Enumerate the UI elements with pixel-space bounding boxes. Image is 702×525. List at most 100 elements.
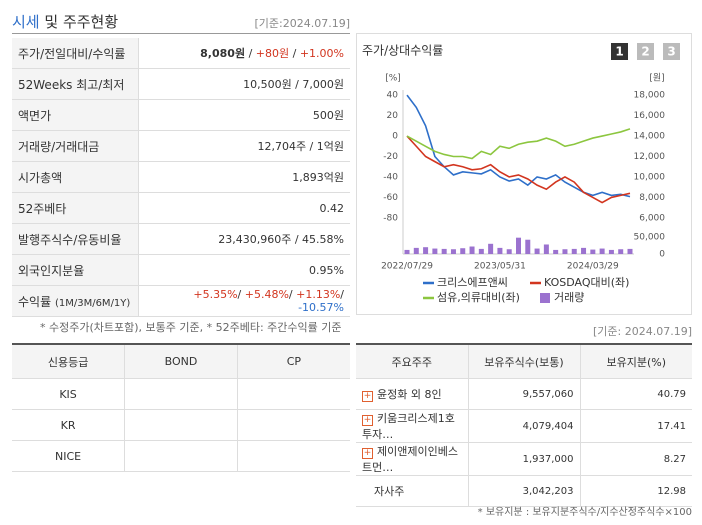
cell-text: 윤정화 외 8인 (377, 388, 442, 401)
chart-box (356, 33, 692, 315)
header-row: 주요주주 보유주식수(보통) 보유지분(%) (356, 343, 692, 379)
label-text: 외국인지분율 (18, 263, 85, 278)
holder-number: 1,937,000 (467, 442, 580, 476)
empty-cell (236, 378, 350, 410)
quote-row: 액면가 500원 (12, 99, 350, 131)
credit-row: KR (12, 409, 350, 441)
value-part: / (289, 47, 300, 60)
empty-cell (236, 440, 350, 472)
cell-text: 12.98 (657, 485, 686, 497)
value-part: +1.13% (296, 288, 341, 301)
value-part: 12,704주 / 1억원 (257, 140, 344, 153)
value-part: / (288, 288, 297, 301)
row-value: 23,430,960주 / 45.58% (138, 223, 350, 255)
value-part: / (245, 47, 256, 60)
expand-icon: + (362, 391, 373, 402)
value-part: 500원 (312, 109, 344, 122)
label-text: 52Weeks 최고/최저 (18, 77, 125, 92)
row-label: 액면가 (12, 99, 139, 131)
label-text: 주가/전일대비/수익률 (18, 46, 126, 61)
quote-note: * 수정주가(차트포함), 보통주 기준, * 52주베타: 주간수익률 기준 (40, 321, 342, 334)
row-label: 발행주식수/유동비율 (12, 223, 139, 255)
row-value: +5.35%/ +5.48%/ +1.13%/ -10.57% (138, 285, 350, 317)
row-value: 1,893억원 (138, 161, 350, 193)
holder-name: + 제이앤제이인베스트먼… (356, 442, 468, 476)
holder-number: 3,042,203 (467, 475, 580, 507)
expand-icon: + (362, 415, 373, 426)
holder-number: 8.27 (579, 442, 692, 476)
row-label: 거래량/거래대금 (12, 130, 139, 162)
label-text: 52주베타 (18, 201, 67, 216)
header-cell: BOND (124, 343, 238, 379)
holder-name: + 윤정화 외 8인 (356, 378, 468, 410)
holder-name: 자사주 (356, 475, 468, 507)
title-main: 시세 (12, 13, 40, 31)
quote-row: 52Weeks 최고/최저 10,500원 / 7,000원 (12, 68, 350, 100)
row-label: 52Weeks 최고/최저 (12, 68, 139, 100)
cell-text: 3,042,203 (522, 485, 574, 497)
header-date: [기준:2024.07.19] (254, 17, 350, 30)
cell-text: 8.27 (663, 453, 686, 465)
holder-number: 17.41 (579, 409, 692, 443)
value-part: +5.35% (193, 288, 238, 301)
value-part: 23,430,960주 / 45.58% (218, 233, 344, 246)
value-part: 0.95% (309, 263, 344, 277)
quote-row: 외국인지분율 0.95% (12, 254, 350, 286)
holder-number: 12.98 (579, 475, 692, 507)
value-part: +5.48% (244, 288, 289, 301)
holder-row: + 윤정화 외 8인 9,557,060 40.79 (356, 378, 692, 410)
cell-text: 40.79 (657, 388, 686, 400)
empty-cell (124, 409, 238, 441)
empty-cell (124, 440, 238, 472)
label-text: 액면가 (18, 108, 52, 123)
holder-number: 4,079,404 (467, 409, 580, 443)
label-text: 거래량/거래대금 (18, 139, 100, 154)
row-value: 12,704주 / 1억원 (138, 130, 350, 162)
cell-text: 4,079,404 (522, 420, 574, 432)
cell-text: 자사주 (374, 485, 405, 498)
title-rest: 및 주주현황 (44, 13, 119, 31)
value-part: / (237, 288, 245, 301)
value-part: 8,080원 (200, 47, 246, 60)
agency: KR (12, 409, 125, 441)
quote-row: 주가/전일대비/수익률 8,080원 / +80원 / +1.00% (12, 38, 350, 69)
header-cell: 주요주주 (356, 343, 468, 379)
value-part: 0.42 (319, 201, 345, 215)
holder-number: 9,557,060 (467, 378, 580, 410)
row-value: 0.42 (138, 192, 350, 224)
credit-table: 신용등급 BOND CP KIS KR NICE (12, 343, 350, 472)
cell-text: 1,937,000 (522, 453, 574, 465)
credit-row: NICE (12, 440, 350, 472)
value-part: / (340, 288, 344, 301)
row-value: 500원 (138, 99, 350, 131)
value-part: +1.00% (299, 47, 344, 60)
quote-row: 수익률 (1M/3M/6M/1Y) +5.35%/ +5.48%/ +1.13%/… (12, 285, 350, 317)
header-row: 신용등급 BOND CP (12, 343, 350, 379)
row-value: 10,500원 / 7,000원 (138, 68, 350, 100)
expand-icon: + (362, 448, 373, 459)
holders-table: 주요주주 보유주식수(보통) 보유지분(%) + 윤정화 외 8인 9,557,060 40… (356, 343, 692, 507)
value-part: 10,500원 / 7,000원 (243, 78, 344, 91)
holder-row: 자사주 3,042,203 12.98 (356, 475, 692, 507)
quote-table: 주가/전일대비/수익률 8,080원 / +80원 / +1.00% 52Weeks… (12, 38, 350, 317)
empty-cell (236, 409, 350, 441)
credit-row: KIS (12, 378, 350, 410)
header-title: 시세 및 주주현황 (12, 11, 118, 32)
agency: KIS (12, 378, 125, 410)
cell-text: 제이앤제이인베스트먼… (362, 445, 458, 474)
holders-note: * 보유지분 : 보유지분주식수/지수산정주식수×100 (477, 507, 692, 518)
cell-text: 9,557,060 (522, 388, 574, 400)
label-text: 수익률 (18, 294, 52, 309)
header-cell: 보유지분(%) (579, 343, 692, 379)
value-part: 1,893억원 (292, 171, 344, 184)
row-label: 수익률 (1M/3M/6M/1Y) (12, 285, 139, 317)
label-text: 시가총액 (18, 170, 63, 185)
quote-row: 거래량/거래대금 12,704주 / 1억원 (12, 130, 350, 162)
cell-text: 키움크리스제1호투자… (362, 412, 455, 441)
header-cell: 신용등급 (12, 343, 125, 379)
holder-number: 40.79 (579, 378, 692, 410)
holder-name: + 키움크리스제1호투자… (356, 409, 468, 443)
value-part: -10.57% (298, 301, 344, 314)
row-value: 0.95% (138, 254, 350, 286)
